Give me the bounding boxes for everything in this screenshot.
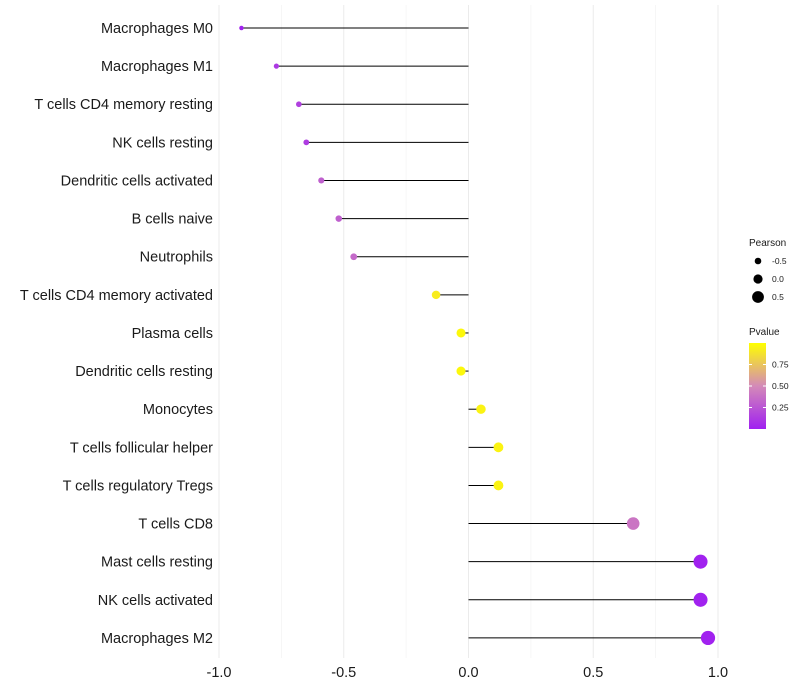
x-tick-label: 1.0 <box>708 665 728 681</box>
lollipop-point <box>456 328 466 338</box>
category-label: Neutrophils <box>140 250 213 266</box>
size-legend-key <box>754 257 762 265</box>
grid <box>218 5 719 658</box>
lollipop-point <box>273 63 279 69</box>
x-tick-label: 0.0 <box>458 665 478 681</box>
category-label: T cells follicular helper <box>70 440 213 456</box>
category-label: T cells CD4 memory resting <box>34 97 213 113</box>
lollipop-point <box>493 480 504 491</box>
category-label: T cells regulatory Tregs <box>63 478 213 494</box>
lollipop-point <box>493 442 504 453</box>
size-legend-label: 0.0 <box>772 274 784 284</box>
lollipop-point <box>318 177 325 184</box>
category-label: T cells CD8 <box>138 517 213 533</box>
size-legend: -0.5 0.0 0.5 <box>752 256 787 303</box>
category-label: Macrophages M0 <box>101 21 213 37</box>
category-label: Monocytes <box>143 402 213 418</box>
color-tick-label: 0.50 <box>772 381 789 391</box>
category-label: NK cells resting <box>112 135 213 151</box>
size-legend-key <box>752 291 764 303</box>
pvalue-colorbar <box>749 343 766 429</box>
lollipop-point <box>693 592 708 607</box>
size-legend-key <box>753 274 763 284</box>
color-legend-title: Pvalue <box>749 327 780 338</box>
category-label: Dendritic cells activated <box>61 173 213 189</box>
category-label: NK cells activated <box>98 593 213 609</box>
size-legend-label: 0.5 <box>772 292 784 302</box>
category-labels: Macrophages M0 Macrophages M1 T cells CD4 … <box>20 21 213 647</box>
size-legend-title: Pearson <box>749 238 786 249</box>
lollipop-point <box>239 25 244 31</box>
color-tick-label: 0.75 <box>772 360 789 370</box>
category-label: Macrophages M1 <box>101 59 213 75</box>
category-label: Macrophages M2 <box>101 631 213 647</box>
lollipop-point <box>626 517 640 530</box>
lollipop-point <box>350 253 358 261</box>
x-tick-label: -1.0 <box>207 665 232 681</box>
legend: Pearson -0.5 0.0 0.5 Pvalue 0.75 0.50 0.25 <box>749 238 789 429</box>
lollipop-point <box>335 215 343 222</box>
x-tick-label: -0.5 <box>331 665 356 681</box>
color-legend-ticks: 0.75 0.50 0.25 <box>749 360 789 413</box>
category-label: B cells naive <box>132 212 213 228</box>
lollipop-point <box>693 554 708 569</box>
category-label: T cells CD4 memory activated <box>20 288 213 304</box>
x-tick-label: 0.5 <box>583 665 603 681</box>
lollipop-point <box>431 290 441 300</box>
lollipop-point <box>296 101 302 108</box>
points <box>239 25 716 646</box>
stems <box>241 27 709 639</box>
category-label: Plasma cells <box>132 326 213 342</box>
category-label: Mast cells resting <box>101 555 213 571</box>
x-axis-ticks: -1.0 -0.5 0.0 0.5 1.0 <box>207 665 729 681</box>
lollipop-point <box>303 139 310 146</box>
size-legend-label: -0.5 <box>772 256 787 266</box>
color-tick-label: 0.25 <box>772 403 789 413</box>
lollipop-point <box>456 366 466 376</box>
lollipop-point <box>476 404 486 414</box>
lollipop-point <box>700 630 716 646</box>
category-label: Dendritic cells resting <box>75 364 213 380</box>
